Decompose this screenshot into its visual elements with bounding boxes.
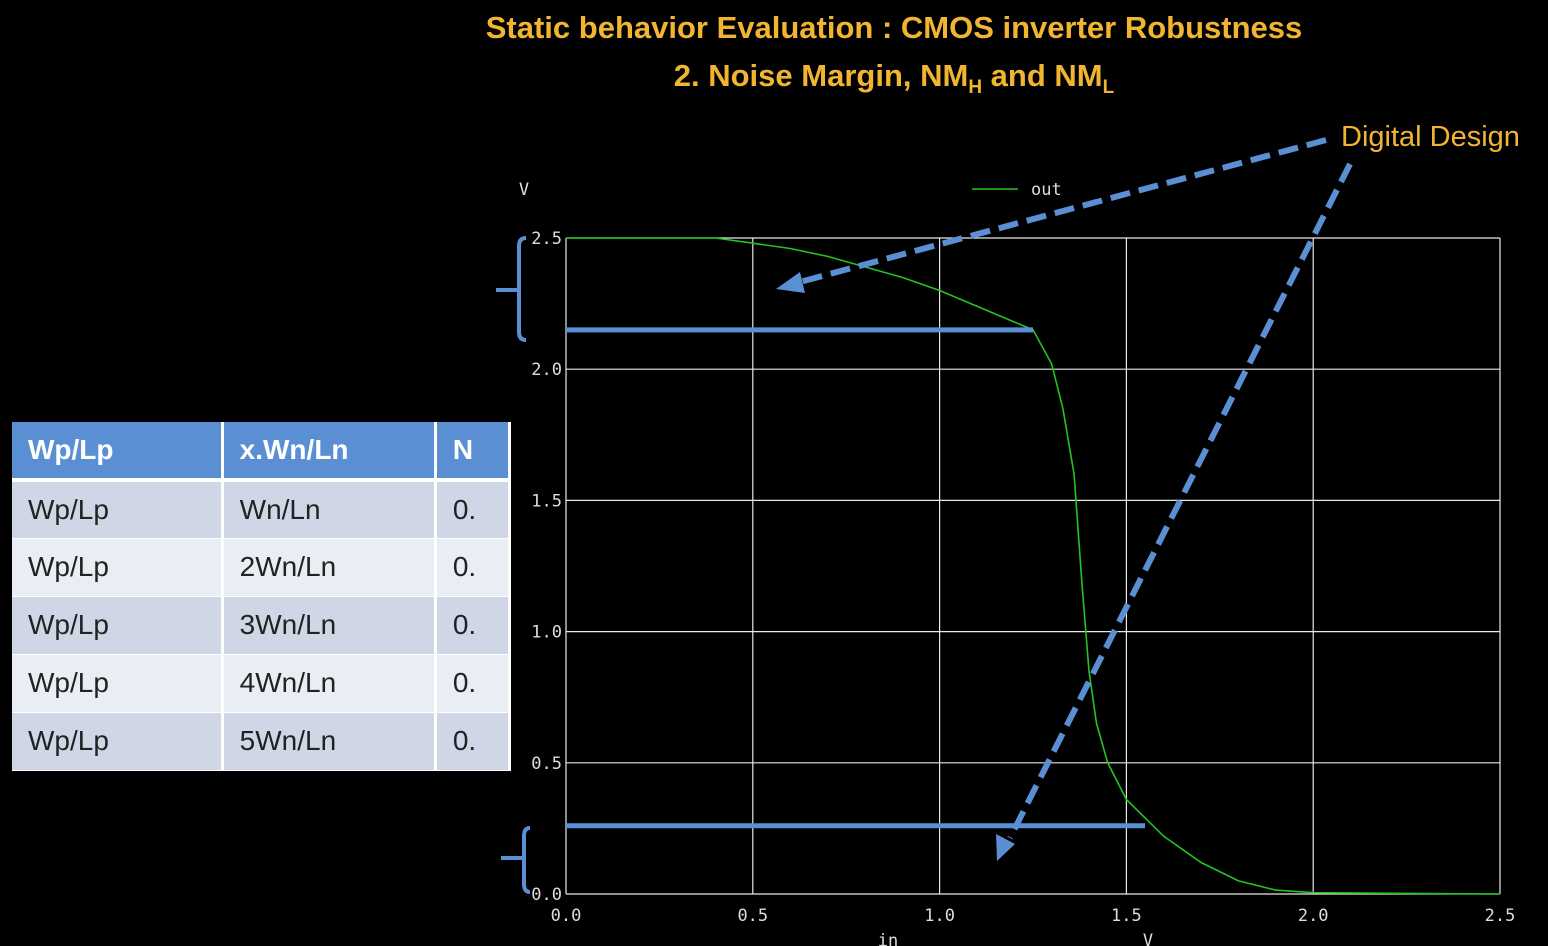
cell-wn: 3Wn/Ln xyxy=(222,596,437,655)
legend-label-out: out xyxy=(1031,180,1062,200)
y-tick-label: 1.0 xyxy=(531,623,562,643)
cell-nm: 0. xyxy=(435,480,511,539)
x-tick-label: 0.5 xyxy=(737,906,768,926)
cell-wn: Wn/Ln xyxy=(222,480,437,539)
cell-wp: Wp/Lp xyxy=(12,654,224,713)
x-tick-label: 1.0 xyxy=(924,906,955,926)
cell-nm: 0. xyxy=(435,538,511,597)
arrowhead-low xyxy=(996,834,1015,861)
y-tick-label: 0.5 xyxy=(531,754,562,774)
header-wp-lp: Wp/Lp xyxy=(12,422,224,482)
x-tick-label: 0.0 xyxy=(551,906,582,926)
y-tick-label: 0.0 xyxy=(531,885,562,905)
x-tick-label: 2.0 xyxy=(1298,906,1329,926)
x-unit-label: V xyxy=(1143,931,1153,946)
cell-nm: 0. xyxy=(435,712,511,771)
cell-wp: Wp/Lp xyxy=(12,712,224,771)
cell-wp: Wp/Lp xyxy=(12,538,224,597)
table-header-row: Wp/Lp x.Wn/Ln N xyxy=(12,422,511,482)
slide-subtitle: 2. Noise Margin, NMH and NML xyxy=(673,58,1115,99)
table-row: Wp/Lp 3Wn/Ln 0. xyxy=(12,596,511,655)
cell-wn: 5Wn/Ln xyxy=(222,712,437,771)
x-tick-label: 2.5 xyxy=(1485,906,1516,926)
y-tick-label: 1.5 xyxy=(531,491,562,511)
table-row: Wp/Lp 4Wn/Ln 0. xyxy=(12,654,511,713)
table-row: Wp/Lp 5Wn/Ln 0. xyxy=(12,712,511,771)
cell-nm: 0. xyxy=(435,596,511,655)
x-tick-label: 1.5 xyxy=(1111,906,1142,926)
digital-design-label: Digital Design xyxy=(1341,121,1520,153)
cell-nm: 0. xyxy=(435,654,511,713)
y-tick-label: 2.5 xyxy=(531,229,562,249)
y-unit-label: V xyxy=(519,180,529,200)
header-nm: N xyxy=(435,422,511,482)
y-tick-label: 2.0 xyxy=(531,360,562,380)
arrow-line-low xyxy=(1007,162,1353,840)
table-row: Wp/Lp 2Wn/Ln 0. xyxy=(12,538,511,597)
table-row: Wp/Lp Wn/Ln 0. xyxy=(12,480,511,539)
arrow-line-high xyxy=(799,137,1327,285)
nmh-bracket xyxy=(496,236,527,342)
slide-title: Static behavior Evaluation : CMOS invert… xyxy=(485,10,1303,45)
nml-bracket xyxy=(501,826,531,894)
header-wn-ln: x.Wn/Ln xyxy=(222,422,437,482)
sizing-table: Wp/Lp x.Wn/Ln N Wp/Lp Wn/Ln 0. Wp/Lp 2Wn… xyxy=(12,422,511,775)
arrowhead-high xyxy=(776,272,805,293)
cell-wp: Wp/Lp xyxy=(12,480,224,539)
cell-wn: 2Wn/Ln xyxy=(222,538,437,597)
series-line-out xyxy=(566,237,1501,895)
cell-wn: 4Wn/Ln xyxy=(222,654,437,713)
cell-wp: Wp/Lp xyxy=(12,596,224,655)
x-axis-label: in xyxy=(878,931,898,946)
